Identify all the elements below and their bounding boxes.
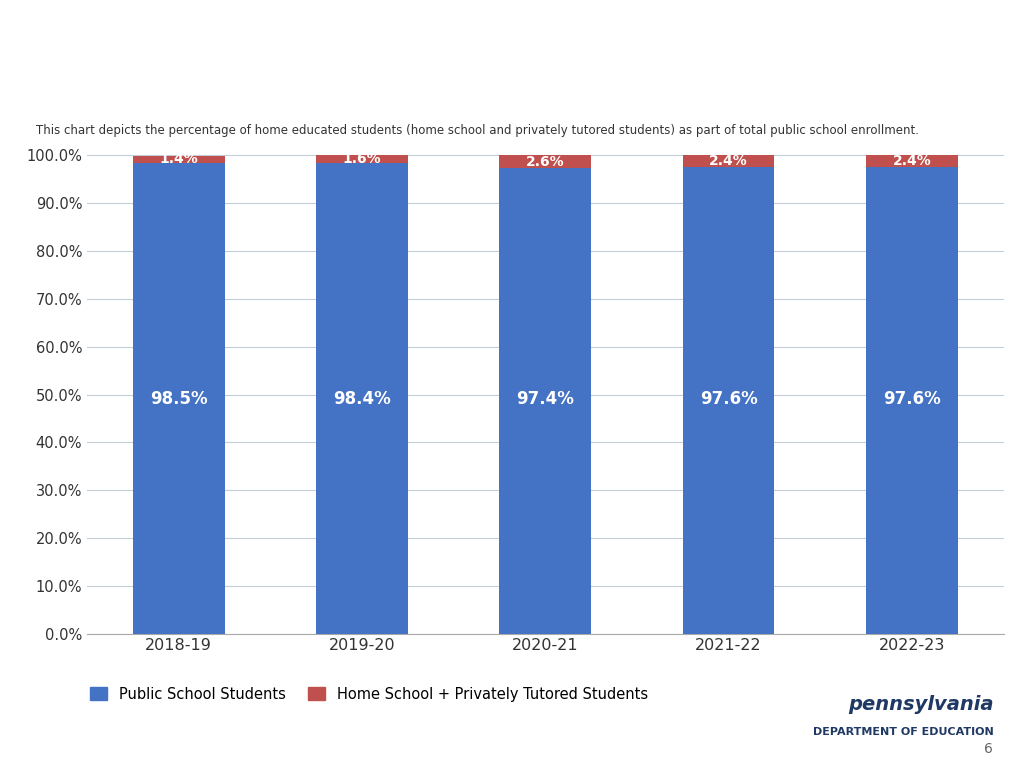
Text: 2.4%: 2.4% bbox=[893, 154, 931, 168]
Text: 2.6%: 2.6% bbox=[526, 154, 564, 169]
Text: 1.4%: 1.4% bbox=[160, 152, 198, 167]
Bar bbox=[683, 155, 774, 167]
Text: DEPARTMENT OF EDUCATION: DEPARTMENT OF EDUCATION bbox=[812, 727, 993, 737]
Text: pennsylvania: pennsylvania bbox=[848, 695, 993, 714]
Polygon shape bbox=[42, 47, 73, 103]
Bar bbox=[500, 168, 591, 634]
Text: 97.6%: 97.6% bbox=[699, 390, 758, 409]
Text: 1.6%: 1.6% bbox=[343, 152, 381, 167]
Bar bbox=[316, 163, 408, 634]
Text: 97.6%: 97.6% bbox=[883, 390, 941, 409]
Text: 98.4%: 98.4% bbox=[333, 390, 391, 409]
Bar bbox=[133, 156, 224, 163]
Text: 2.4%: 2.4% bbox=[710, 154, 748, 168]
Text: 6: 6 bbox=[984, 743, 993, 756]
Bar bbox=[133, 163, 224, 634]
Bar bbox=[500, 155, 591, 168]
Text: 98.5%: 98.5% bbox=[150, 390, 208, 409]
Legend: Public School Students, Home School + Privately Tutored Students: Public School Students, Home School + Pr… bbox=[90, 687, 648, 702]
Bar bbox=[683, 167, 774, 634]
Bar bbox=[866, 155, 957, 167]
Text: Total Enrollment of Public School Students - Ages 5-21: Total Enrollment of Public School Studen… bbox=[81, 61, 871, 89]
Text: This chart depicts the percentage of home educated students (home school and pri: This chart depicts the percentage of hom… bbox=[36, 124, 919, 137]
Bar bbox=[866, 167, 957, 634]
Text: 97.4%: 97.4% bbox=[516, 390, 574, 409]
Bar bbox=[316, 155, 408, 163]
